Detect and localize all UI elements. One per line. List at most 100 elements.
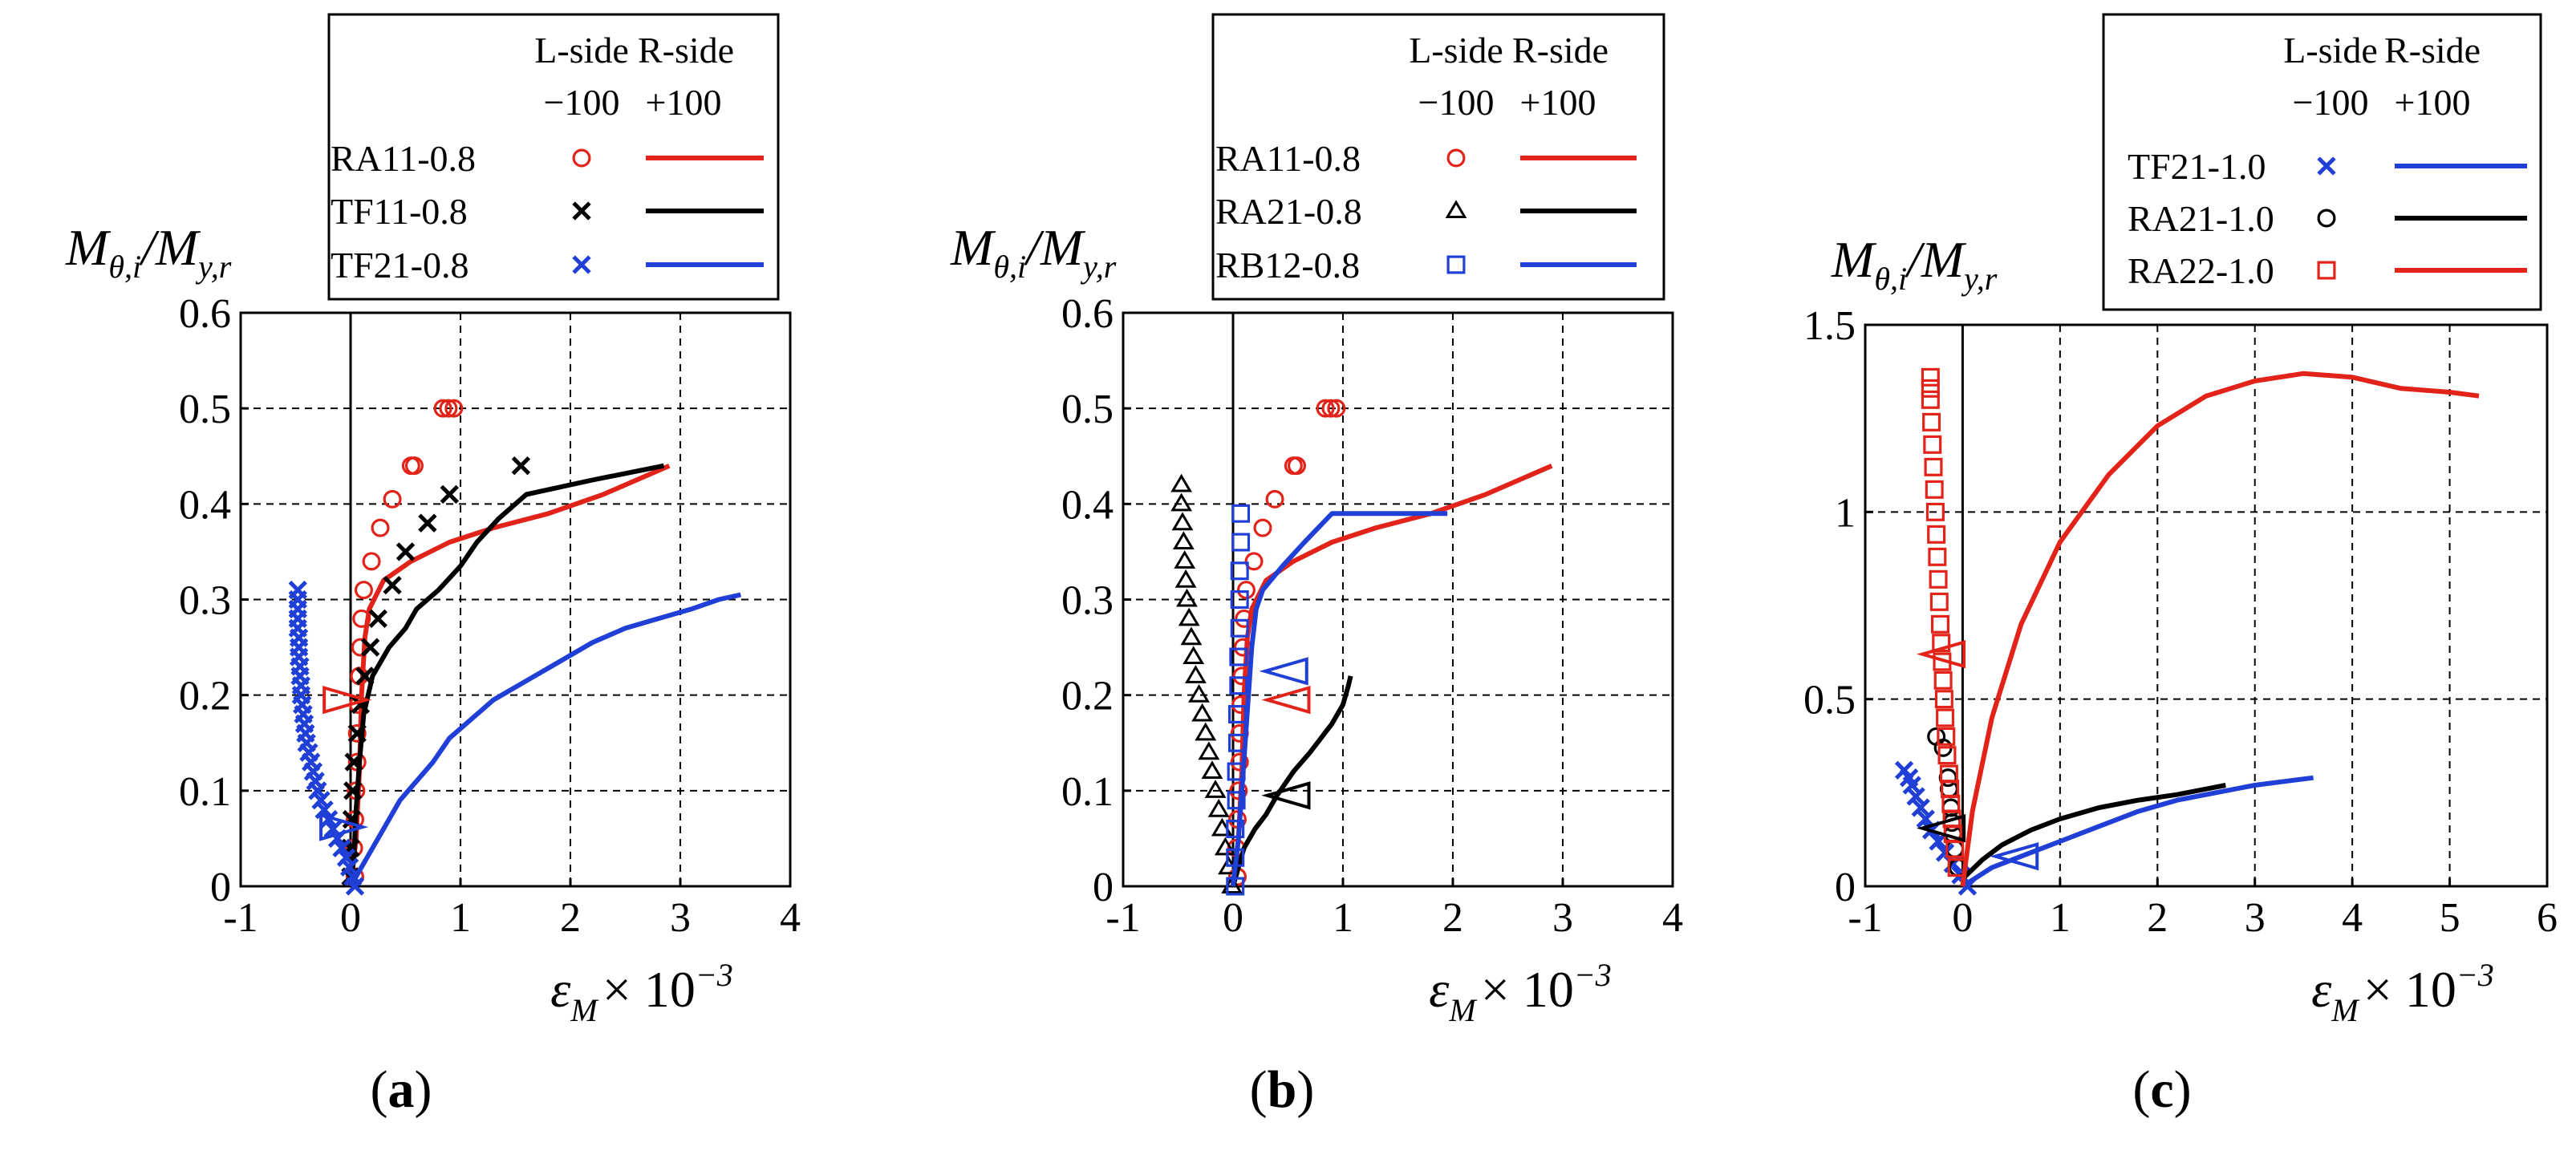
legend-entry-marker xyxy=(572,148,591,168)
y-axis-label: Mθ,i/My,r xyxy=(950,219,1117,285)
series-marker-left xyxy=(1170,473,1193,492)
x-label-symbol: ε xyxy=(2311,961,2332,1018)
series-marker-left xyxy=(332,838,351,857)
x-tick-label: 2 xyxy=(2147,895,2168,941)
legend-entry-label: RA21-1.0 xyxy=(2128,198,2274,239)
x-axis-label: εM× 10−3 xyxy=(550,957,733,1028)
series-marker-left xyxy=(1931,614,1950,634)
series-marker-left xyxy=(1227,704,1247,723)
x-label-mult: × 10 xyxy=(2363,961,2456,1018)
series-marker-left xyxy=(1921,379,1940,398)
series-marker-left xyxy=(1287,456,1306,476)
x-tick-label: 5 xyxy=(2440,895,2460,941)
y-label-m2: M xyxy=(155,219,201,276)
triangle-marker xyxy=(1916,814,1966,843)
series-marker-left xyxy=(1235,609,1254,628)
x-tick-label: 4 xyxy=(2342,895,2363,941)
series-marker-left xyxy=(1932,634,1951,653)
x-label-symbol: ε xyxy=(550,961,571,1018)
panel-caption: (a) xyxy=(371,1060,432,1119)
chart-panel-c: -1 0 1 2 3 4 5 600.511.5Mθ,i/My,rεM× 10−3(c)L-s… xyxy=(1803,13,2558,1119)
y-tick-label: 0 xyxy=(1093,865,1114,910)
caption-open: ( xyxy=(1250,1060,1268,1119)
caption-open: ( xyxy=(2132,1060,2150,1119)
y-label-m1: M xyxy=(950,219,996,276)
x-label-sub: M xyxy=(2331,992,2360,1028)
x-tick-label: 6 xyxy=(2537,895,2558,941)
y-tick-label: 0 xyxy=(210,865,231,910)
y-tick-label: 0.3 xyxy=(1061,578,1114,624)
y-tick-label: 0.5 xyxy=(179,387,231,432)
legend-entry-marker xyxy=(2317,156,2336,176)
legend-entry-label: RA21-0.8 xyxy=(1215,191,1362,232)
y-axis-label: Mθ,i/My,r xyxy=(65,219,232,285)
series-marker-left xyxy=(1231,533,1251,552)
series-marker-left xyxy=(1229,647,1248,667)
x-tick-label: 3 xyxy=(2245,895,2266,941)
x-label-exp: −3 xyxy=(1574,957,1612,993)
series-marker-left xyxy=(1230,752,1249,772)
legend-entry-label: RA11-0.8 xyxy=(331,138,476,179)
caption-close: ) xyxy=(2174,1060,2192,1119)
series-marker-left xyxy=(1191,703,1214,722)
y-tick-label: 0.2 xyxy=(1061,674,1114,719)
series-marker-left xyxy=(1214,837,1236,856)
series-marker-left xyxy=(362,552,381,571)
series-marker-left xyxy=(433,399,452,418)
y-label-sub1: θ,i xyxy=(1874,261,1907,297)
chart-panel-b: -1 0 1 2 3 400.10.20.30.40.50.6Mθ,i/My,rεM× 1… xyxy=(950,13,1683,1119)
caption-letter: c xyxy=(2150,1060,2173,1119)
x-tick-label: 0 xyxy=(340,895,361,941)
legend-header-l: L-side xyxy=(1409,30,1503,71)
y-label-m2: M xyxy=(1040,219,1086,276)
series-marker-left xyxy=(1226,848,1245,867)
x-label-exp: −3 xyxy=(696,957,733,993)
x-axis-label: εM× 10−3 xyxy=(2311,957,2494,1028)
series-line-right xyxy=(348,592,741,888)
legend-entry-label: RB12-0.8 xyxy=(1215,245,1360,286)
x-label-symbol: ε xyxy=(1429,961,1450,1018)
series-marker-left xyxy=(1321,399,1341,418)
series-marker-left xyxy=(355,667,375,686)
y-label-m2: M xyxy=(1921,231,1967,288)
triangle-marker xyxy=(1261,781,1311,810)
series-marker-left xyxy=(1231,504,1251,523)
series-marker-left xyxy=(439,399,458,418)
triangle-marker xyxy=(319,812,369,841)
y-label-sub1: θ,i xyxy=(993,249,1026,285)
legend-value-r: +100 xyxy=(646,82,722,123)
x-tick-label: 0 xyxy=(1952,895,1973,941)
y-label-sub2: y,r xyxy=(1080,249,1117,285)
series-marker-left xyxy=(1929,592,1949,611)
legend-value-r: +100 xyxy=(1520,82,1596,123)
y-tick-label: 0.4 xyxy=(1061,482,1114,528)
series-marker-left xyxy=(344,752,363,772)
series-marker-left xyxy=(1244,552,1264,571)
legend-entry-label: TF21-1.0 xyxy=(2128,146,2266,187)
series-marker-left xyxy=(1174,569,1197,588)
caption-letter: b xyxy=(1268,1060,1297,1119)
legend-header-l: L-side xyxy=(2283,30,2378,71)
series-TF21-0.8 xyxy=(288,580,741,896)
series-marker-left xyxy=(1230,590,1249,609)
series-line-right xyxy=(1231,511,1448,887)
series-marker-left xyxy=(1921,390,1940,409)
x-tick-label: -1 xyxy=(223,895,258,941)
plot-frame xyxy=(1864,323,2549,888)
series-marker-left xyxy=(1229,676,1248,695)
x-tick-label: 4 xyxy=(780,895,801,941)
y-label-sub1: θ,i xyxy=(108,249,141,285)
y-axis-label: Mθ,i/My,r xyxy=(1831,231,1998,297)
series-RA21-0.8 xyxy=(1170,473,1353,894)
legend: L-side R-side −100 +100 RA11-0.8 RA21-0.8 RB12… xyxy=(1211,13,1665,301)
series-marker-left xyxy=(1911,798,1930,817)
series-marker-left xyxy=(1922,412,1941,432)
series-marker-left xyxy=(1941,798,1961,817)
legend-header-r: R-side xyxy=(638,30,734,71)
series-marker-left xyxy=(343,781,363,800)
legend-value-l: −100 xyxy=(544,82,620,123)
series-marker-left xyxy=(368,609,387,629)
series-marker-left xyxy=(336,848,356,867)
series-marker-left xyxy=(347,723,367,743)
series-line-right xyxy=(348,463,671,887)
